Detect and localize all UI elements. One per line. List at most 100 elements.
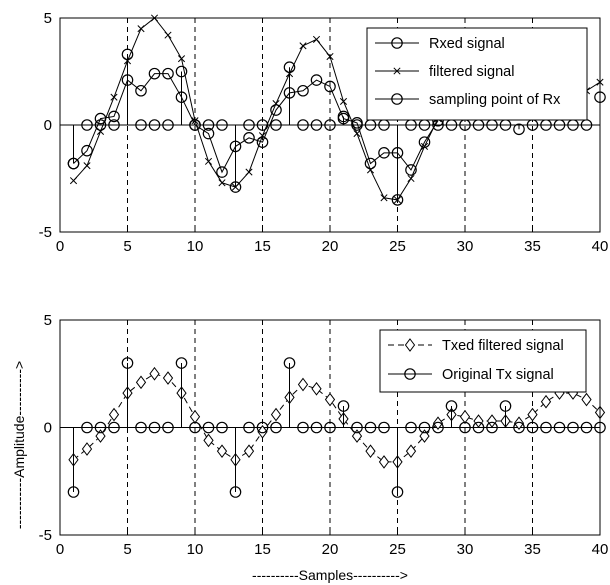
data-point: [162, 371, 174, 385]
data-point: [297, 84, 309, 97]
data-point-circle: [351, 119, 363, 131]
data-point: [540, 421, 552, 434]
data-point: [69, 177, 78, 185]
data-point-circle: [540, 421, 552, 434]
data-point: [407, 174, 415, 183]
data-point-diamond: [527, 407, 538, 422]
data-point: [581, 392, 592, 407]
data-point: [299, 42, 307, 50]
data-point-cross: [339, 97, 348, 106]
data-point-circle: [310, 74, 323, 86]
x-tick-label: 25: [389, 238, 406, 255]
data-point-diamond: [270, 407, 282, 422]
data-point-circle: [202, 127, 215, 140]
data-point-cross: [326, 52, 334, 61]
data-point: [189, 119, 201, 131]
data-point: [229, 181, 242, 193]
legend-swatch-marker: [393, 67, 401, 75]
data-point-circle: [391, 194, 404, 206]
data-point-circle: [67, 486, 80, 498]
x-tick-label: 40: [592, 238, 609, 255]
data-point-diamond: [81, 442, 93, 456]
data-point: [148, 421, 161, 434]
data-point-cross: [164, 31, 172, 39]
data-point-cross: [177, 55, 186, 63]
legend-swatch-marker: [391, 37, 403, 49]
data-point: [216, 444, 228, 458]
y-tick-label: 0: [44, 117, 52, 134]
data-point-circle: [391, 486, 404, 498]
data-point-circle: [351, 421, 363, 434]
series-2: [67, 48, 606, 206]
data-point: [189, 421, 201, 434]
data-point-circle: [216, 119, 228, 131]
data-point: [229, 486, 242, 498]
data-point-circle: [256, 421, 269, 434]
data-point: [366, 166, 375, 174]
data-point-circle: [486, 421, 498, 434]
legend-box: [379, 329, 587, 393]
data-point: [202, 127, 215, 140]
data-point-circle: [324, 421, 336, 434]
data-point-circle: [310, 421, 323, 434]
x-tick-label: 0: [56, 541, 64, 558]
data-point: [432, 416, 444, 431]
data-point-circle: [432, 421, 444, 434]
data-point-circle: [324, 80, 336, 93]
data-point: [148, 119, 161, 131]
data-point: [297, 377, 309, 392]
x-tick-label: 25: [389, 541, 406, 558]
data-point: [108, 119, 120, 131]
data-point: [175, 357, 188, 369]
data-point: [297, 119, 309, 131]
data-point: [310, 119, 323, 131]
legend-item-1: Original Tx signal: [388, 367, 554, 383]
data-point-diamond: [257, 424, 268, 439]
data-point: [580, 421, 593, 434]
data-point: [216, 166, 228, 178]
data-point-diamond: [149, 366, 160, 381]
data-point-diamond: [486, 414, 498, 428]
data-point-circle: [229, 486, 242, 498]
data-point: [353, 130, 361, 138]
data-point-circle: [337, 110, 350, 123]
data-point: [108, 407, 120, 422]
data-point: [216, 421, 228, 434]
legend-swatch-marker-circle: [404, 368, 416, 380]
x-tick-label: 30: [457, 238, 474, 255]
legend-item-0: Rxed signal: [375, 36, 505, 52]
x-tick-label: 15: [254, 238, 271, 255]
data-point: [351, 421, 363, 434]
data-point: [94, 119, 107, 131]
data-point-cross: [137, 25, 145, 33]
data-point-circle: [324, 119, 336, 131]
data-point-diamond: [513, 416, 525, 431]
data-point-circle: [175, 65, 188, 78]
data-point-circle: [189, 119, 201, 131]
data-point-cross: [110, 93, 118, 101]
data-point-diamond: [540, 394, 552, 409]
data-point-circle: [148, 119, 161, 131]
x-tick-label: 20: [322, 238, 339, 255]
data-point-circle: [310, 119, 323, 131]
data-point: [472, 421, 485, 434]
data-point: [473, 414, 484, 428]
data-point: [526, 421, 539, 434]
data-point: [94, 421, 107, 434]
data-point: [432, 421, 444, 434]
data-point: [283, 61, 296, 74]
data-point-circle: [108, 421, 120, 434]
data-point: [258, 132, 267, 140]
data-point: [191, 117, 199, 125]
data-point-circle: [243, 119, 255, 131]
data-point: [164, 31, 172, 39]
data-point-circle: [135, 119, 147, 131]
data-point-cross: [83, 162, 91, 170]
data-point: [257, 424, 268, 439]
data-point-circle: [297, 84, 309, 97]
data-point-circle: [283, 357, 296, 369]
data-point: [270, 421, 282, 434]
data-point: [459, 421, 471, 434]
legend-label: Original Tx signal: [442, 367, 554, 383]
